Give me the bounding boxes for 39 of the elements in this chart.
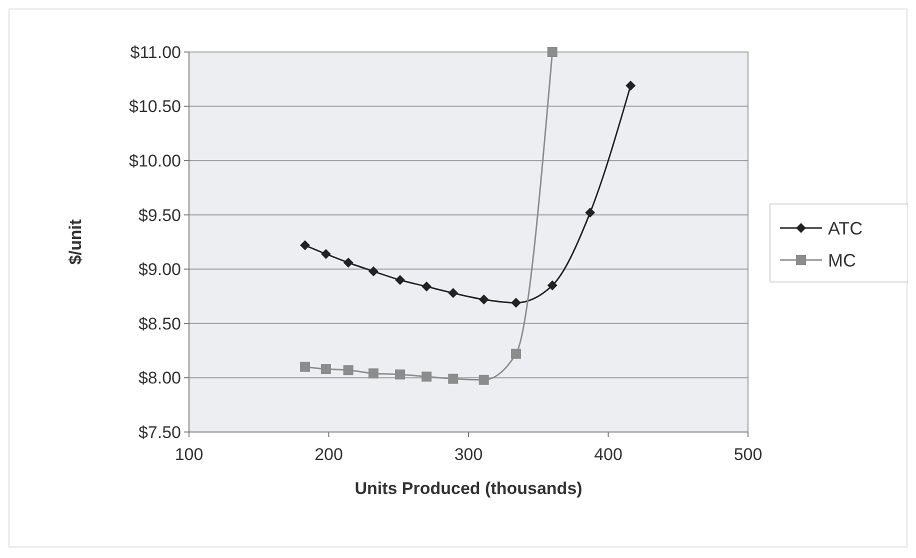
point: [343, 258, 354, 268]
point: [320, 248, 331, 259]
point: [511, 298, 522, 308]
point: [511, 348, 522, 359]
y-tick-label: $9.00: [138, 260, 181, 280]
point: [368, 368, 378, 378]
point: [478, 374, 489, 385]
point: [448, 374, 458, 384]
y-axis-title: $/unit: [66, 219, 85, 265]
x-tick-label: 500: [734, 445, 762, 464]
legend-label: MC: [828, 250, 856, 270]
point: [422, 372, 432, 382]
point: [626, 80, 636, 91]
point: [547, 47, 558, 57]
y-tick-label: $10.00: [129, 152, 181, 171]
point: [422, 282, 432, 292]
point: [448, 288, 458, 298]
y-tick-label: $10.50: [129, 97, 181, 116]
x-tick-label: 400: [594, 445, 622, 464]
point: [368, 266, 378, 276]
y-tick-label: $9.50: [138, 206, 181, 225]
point: [343, 365, 354, 376]
y-tick-label: $7.50: [138, 422, 181, 442]
y-tick-label: $8.50: [138, 314, 181, 334]
point: [547, 280, 558, 290]
y-tick-label: $8.00: [138, 368, 181, 388]
legend-label: ATC: [828, 218, 863, 238]
point: [300, 240, 310, 250]
x-tick-label: 300: [454, 445, 483, 464]
x-axis-title: Units Produced (thousands): [354, 479, 582, 498]
point: [478, 294, 489, 305]
point: [585, 208, 596, 218]
point: [395, 369, 406, 380]
x-tick-label: 100: [174, 445, 204, 464]
x-tick-label: 200: [314, 445, 343, 464]
point: [300, 362, 310, 372]
point: [320, 364, 331, 374]
point: [395, 275, 406, 285]
y-tick-label: $11.00: [130, 42, 181, 62]
